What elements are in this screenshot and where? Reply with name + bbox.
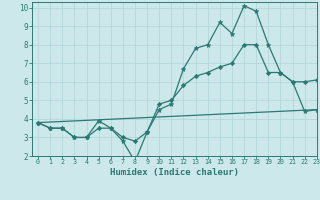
X-axis label: Humidex (Indice chaleur): Humidex (Indice chaleur) — [110, 168, 239, 177]
